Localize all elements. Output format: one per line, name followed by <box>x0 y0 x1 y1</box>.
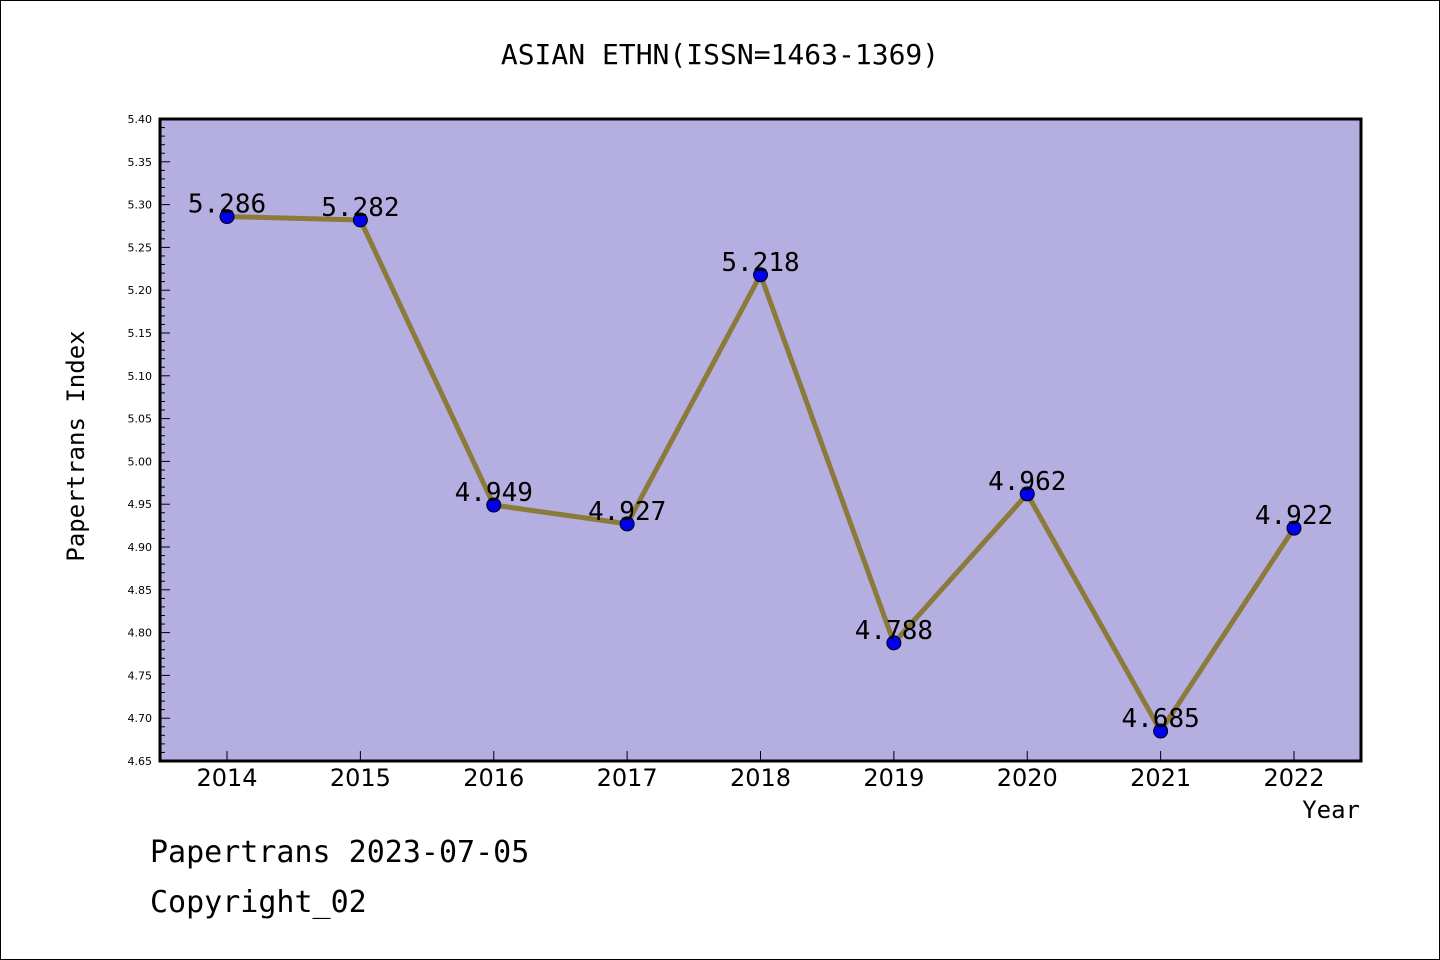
data-label: 5.218 <box>721 248 799 278</box>
data-label: 4.922 <box>1255 501 1333 531</box>
y-axis: 4.65 4.70 4.75 4.80 4.85 4.90 4.95 5.00 5.05 5.10… <box>128 113 170 768</box>
data-point <box>753 267 768 283</box>
data-label: 4.949 <box>455 478 533 508</box>
data-points <box>219 209 1302 739</box>
y-tick-label: 4.75 <box>128 669 153 682</box>
data-label: 4.788 <box>855 616 933 646</box>
data-label: 4.927 <box>588 497 666 527</box>
y-tick-label: 5.20 <box>128 284 153 297</box>
data-labels: 5.286 5.282 4.949 4.927 5.218 4.788 4.962 4.685… <box>188 190 1333 734</box>
x-tick-label: 2020 <box>997 764 1058 792</box>
x-tick-label: 2018 <box>730 764 791 792</box>
data-point <box>219 209 235 225</box>
y-tick-label: 5.30 <box>128 199 153 212</box>
data-point <box>886 635 902 651</box>
data-label: 5.282 <box>321 193 399 223</box>
x-axis-title: Year <box>1302 796 1360 824</box>
chart-title: ASIAN ETHN(ISSN=1463-1369) <box>500 38 940 71</box>
x-tick-label: 2014 <box>196 764 257 792</box>
y-tick-label: 4.90 <box>128 541 153 554</box>
y-tick-label: 5.10 <box>128 370 153 383</box>
y-tick-label: 5.40 <box>128 113 153 126</box>
data-point <box>1286 520 1302 536</box>
y-tick-label: 4.85 <box>128 584 153 597</box>
y-tick-label: 4.70 <box>128 712 153 725</box>
data-point <box>619 516 635 532</box>
data-label: 4.685 <box>1121 704 1199 734</box>
plot-border <box>158 117 1363 763</box>
data-label: 4.962 <box>988 467 1066 497</box>
x-axis: 2014 2015 2016 2017 2018 2019 2020 2021 2022 <box>196 751 1325 792</box>
y-tick-label: 4.80 <box>128 627 153 640</box>
x-tick-label: 2019 <box>863 764 924 792</box>
data-label: 5.286 <box>188 190 266 220</box>
data-point <box>1019 486 1035 502</box>
data-point <box>486 497 502 513</box>
x-tick-label: 2015 <box>330 764 391 792</box>
y-tick-label: 5.00 <box>128 455 153 468</box>
y-tick-label: 4.95 <box>128 498 153 511</box>
footer-date: Papertrans 2023-07-05 <box>150 835 530 870</box>
y-tick-label: 5.25 <box>128 241 153 254</box>
footer-copyright: Copyright_02 <box>150 885 367 920</box>
y-axis-title: Papertrans Index <box>62 330 90 562</box>
y-tick-label: 4.65 <box>128 755 153 768</box>
data-point <box>1153 723 1169 739</box>
x-tick-label: 2021 <box>1130 764 1191 792</box>
y-tick-label: 5.35 <box>128 156 153 169</box>
x-tick-label: 2016 <box>463 764 524 792</box>
y-tick-label: 5.15 <box>128 327 153 340</box>
y-tick-label: 5.05 <box>128 413 153 426</box>
data-point <box>352 212 368 228</box>
x-tick-label: 2017 <box>597 764 658 792</box>
x-tick-label: 2022 <box>1263 764 1324 792</box>
